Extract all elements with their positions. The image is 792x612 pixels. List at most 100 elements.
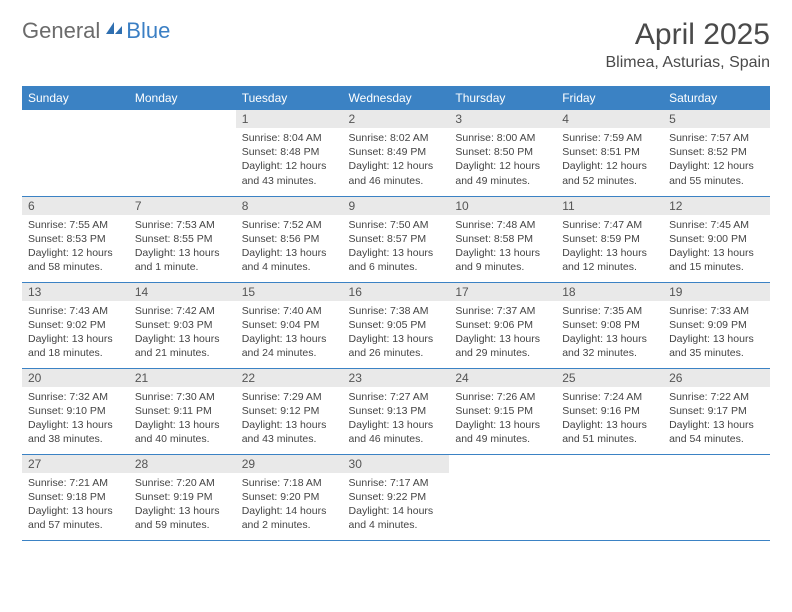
calendar-row: 20Sunrise: 7:32 AMSunset: 9:10 PMDayligh… — [22, 368, 770, 454]
sunset-text: Sunset: 9:16 PM — [562, 404, 657, 418]
day-header: Saturday — [663, 86, 770, 110]
day-body: Sunrise: 7:57 AMSunset: 8:52 PMDaylight:… — [663, 128, 770, 193]
sunrise-text: Sunrise: 7:37 AM — [455, 304, 550, 318]
calendar-cell: 7Sunrise: 7:53 AMSunset: 8:55 PMDaylight… — [129, 196, 236, 282]
sunrise-text: Sunrise: 7:35 AM — [562, 304, 657, 318]
daylight-text: Daylight: 13 hours and 6 minutes. — [349, 246, 444, 274]
daylight-text: Daylight: 14 hours and 2 minutes. — [242, 504, 337, 532]
day-body: Sunrise: 7:59 AMSunset: 8:51 PMDaylight:… — [556, 128, 663, 193]
brand-general: General — [22, 18, 100, 44]
sunrise-text: Sunrise: 7:48 AM — [455, 218, 550, 232]
daylight-text: Daylight: 13 hours and 26 minutes. — [349, 332, 444, 360]
calendar-cell: 22Sunrise: 7:29 AMSunset: 9:12 PMDayligh… — [236, 368, 343, 454]
sunset-text: Sunset: 9:04 PM — [242, 318, 337, 332]
sunrise-text: Sunrise: 7:55 AM — [28, 218, 123, 232]
day-body: Sunrise: 7:21 AMSunset: 9:18 PMDaylight:… — [22, 473, 129, 538]
calendar-cell: 4Sunrise: 7:59 AMSunset: 8:51 PMDaylight… — [556, 110, 663, 196]
day-number: 2 — [343, 110, 450, 128]
day-number: 27 — [22, 455, 129, 473]
day-header: Wednesday — [343, 86, 450, 110]
sunset-text: Sunset: 9:19 PM — [135, 490, 230, 504]
day-number: 29 — [236, 455, 343, 473]
daylight-text: Daylight: 13 hours and 43 minutes. — [242, 418, 337, 446]
calendar-cell: 25Sunrise: 7:24 AMSunset: 9:16 PMDayligh… — [556, 368, 663, 454]
day-number: 7 — [129, 197, 236, 215]
sunset-text: Sunset: 9:12 PM — [242, 404, 337, 418]
day-number: 5 — [663, 110, 770, 128]
daylight-text: Daylight: 13 hours and 15 minutes. — [669, 246, 764, 274]
sunset-text: Sunset: 8:48 PM — [242, 145, 337, 159]
day-body: Sunrise: 7:50 AMSunset: 8:57 PMDaylight:… — [343, 215, 450, 280]
sunrise-text: Sunrise: 7:47 AM — [562, 218, 657, 232]
daylight-text: Daylight: 12 hours and 43 minutes. — [242, 159, 337, 187]
daylight-text: Daylight: 13 hours and 59 minutes. — [135, 504, 230, 532]
day-number: 3 — [449, 110, 556, 128]
day-body: Sunrise: 7:55 AMSunset: 8:53 PMDaylight:… — [22, 215, 129, 280]
sunrise-text: Sunrise: 7:57 AM — [669, 131, 764, 145]
sunrise-text: Sunrise: 7:40 AM — [242, 304, 337, 318]
calendar-cell-empty — [449, 454, 556, 540]
day-number: 10 — [449, 197, 556, 215]
title-block: April 2025 Blimea, Asturias, Spain — [605, 18, 770, 72]
daylight-text: Daylight: 12 hours and 52 minutes. — [562, 159, 657, 187]
sunrise-text: Sunrise: 7:22 AM — [669, 390, 764, 404]
day-body: Sunrise: 7:17 AMSunset: 9:22 PMDaylight:… — [343, 473, 450, 538]
day-number: 21 — [129, 369, 236, 387]
calendar-head: SundayMondayTuesdayWednesdayThursdayFrid… — [22, 86, 770, 110]
calendar-cell: 29Sunrise: 7:18 AMSunset: 9:20 PMDayligh… — [236, 454, 343, 540]
calendar-cell: 6Sunrise: 7:55 AMSunset: 8:53 PMDaylight… — [22, 196, 129, 282]
sunrise-text: Sunrise: 7:53 AM — [135, 218, 230, 232]
sunrise-text: Sunrise: 7:29 AM — [242, 390, 337, 404]
calendar-cell: 16Sunrise: 7:38 AMSunset: 9:05 PMDayligh… — [343, 282, 450, 368]
day-number: 11 — [556, 197, 663, 215]
sunset-text: Sunset: 9:00 PM — [669, 232, 764, 246]
sunset-text: Sunset: 8:50 PM — [455, 145, 550, 159]
day-number: 18 — [556, 283, 663, 301]
daylight-text: Daylight: 13 hours and 18 minutes. — [28, 332, 123, 360]
calendar-cell: 8Sunrise: 7:52 AMSunset: 8:56 PMDaylight… — [236, 196, 343, 282]
day-number: 9 — [343, 197, 450, 215]
calendar-cell: 18Sunrise: 7:35 AMSunset: 9:08 PMDayligh… — [556, 282, 663, 368]
day-body: Sunrise: 7:42 AMSunset: 9:03 PMDaylight:… — [129, 301, 236, 366]
day-number: 28 — [129, 455, 236, 473]
calendar-cell: 26Sunrise: 7:22 AMSunset: 9:17 PMDayligh… — [663, 368, 770, 454]
calendar-cell: 17Sunrise: 7:37 AMSunset: 9:06 PMDayligh… — [449, 282, 556, 368]
sunrise-text: Sunrise: 8:00 AM — [455, 131, 550, 145]
day-body: Sunrise: 7:22 AMSunset: 9:17 PMDaylight:… — [663, 387, 770, 452]
day-number: 4 — [556, 110, 663, 128]
day-number: 26 — [663, 369, 770, 387]
day-body: Sunrise: 8:02 AMSunset: 8:49 PMDaylight:… — [343, 128, 450, 193]
sunset-text: Sunset: 9:06 PM — [455, 318, 550, 332]
daylight-text: Daylight: 13 hours and 4 minutes. — [242, 246, 337, 274]
day-number: 15 — [236, 283, 343, 301]
day-number: 24 — [449, 369, 556, 387]
day-body: Sunrise: 7:52 AMSunset: 8:56 PMDaylight:… — [236, 215, 343, 280]
sunset-text: Sunset: 8:58 PM — [455, 232, 550, 246]
sunrise-text: Sunrise: 7:38 AM — [349, 304, 444, 318]
calendar-cell: 1Sunrise: 8:04 AMSunset: 8:48 PMDaylight… — [236, 110, 343, 196]
daylight-text: Daylight: 12 hours and 55 minutes. — [669, 159, 764, 187]
sunrise-text: Sunrise: 7:52 AM — [242, 218, 337, 232]
sunrise-text: Sunrise: 7:20 AM — [135, 476, 230, 490]
calendar-cell-empty — [129, 110, 236, 196]
calendar-cell: 11Sunrise: 7:47 AMSunset: 8:59 PMDayligh… — [556, 196, 663, 282]
calendar-cell: 24Sunrise: 7:26 AMSunset: 9:15 PMDayligh… — [449, 368, 556, 454]
calendar-cell: 2Sunrise: 8:02 AMSunset: 8:49 PMDaylight… — [343, 110, 450, 196]
sunset-text: Sunset: 8:49 PM — [349, 145, 444, 159]
daylight-text: Daylight: 13 hours and 9 minutes. — [455, 246, 550, 274]
calendar-body: 1Sunrise: 8:04 AMSunset: 8:48 PMDaylight… — [22, 110, 770, 540]
sunrise-text: Sunrise: 7:26 AM — [455, 390, 550, 404]
daylight-text: Daylight: 13 hours and 29 minutes. — [455, 332, 550, 360]
daylight-text: Daylight: 13 hours and 54 minutes. — [669, 418, 764, 446]
sun-calendar: SundayMondayTuesdayWednesdayThursdayFrid… — [22, 86, 770, 541]
day-number: 6 — [22, 197, 129, 215]
day-number: 14 — [129, 283, 236, 301]
calendar-cell: 13Sunrise: 7:43 AMSunset: 9:02 PMDayligh… — [22, 282, 129, 368]
calendar-cell-empty — [663, 454, 770, 540]
day-body: Sunrise: 7:53 AMSunset: 8:55 PMDaylight:… — [129, 215, 236, 280]
day-body: Sunrise: 7:37 AMSunset: 9:06 PMDaylight:… — [449, 301, 556, 366]
sunrise-text: Sunrise: 7:43 AM — [28, 304, 123, 318]
calendar-cell: 15Sunrise: 7:40 AMSunset: 9:04 PMDayligh… — [236, 282, 343, 368]
calendar-row: 27Sunrise: 7:21 AMSunset: 9:18 PMDayligh… — [22, 454, 770, 540]
page-header: General Blue April 2025 Blimea, Asturias… — [22, 18, 770, 72]
